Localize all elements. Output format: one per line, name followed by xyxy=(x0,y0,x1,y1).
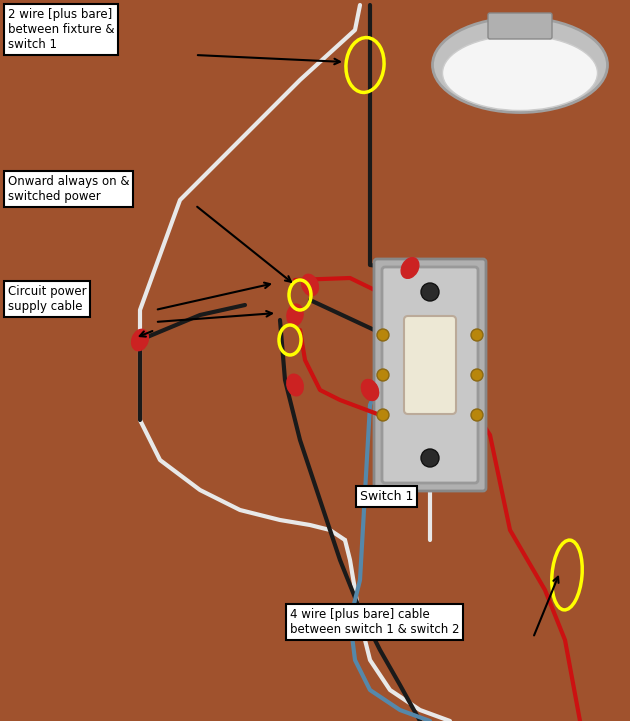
Ellipse shape xyxy=(302,274,318,296)
Circle shape xyxy=(421,283,439,301)
FancyBboxPatch shape xyxy=(374,259,486,491)
Circle shape xyxy=(471,409,483,421)
FancyBboxPatch shape xyxy=(382,267,478,483)
Text: Onward always on &
switched power: Onward always on & switched power xyxy=(8,175,130,203)
Circle shape xyxy=(377,329,389,341)
Ellipse shape xyxy=(362,379,379,401)
Circle shape xyxy=(471,369,483,381)
Text: Switch 1: Switch 1 xyxy=(360,490,413,503)
Ellipse shape xyxy=(442,35,597,110)
Circle shape xyxy=(377,369,389,381)
Circle shape xyxy=(377,409,389,421)
Ellipse shape xyxy=(287,374,303,396)
Ellipse shape xyxy=(287,304,303,326)
FancyBboxPatch shape xyxy=(488,13,552,39)
Circle shape xyxy=(421,449,439,467)
Text: 4 wire [plus bare] cable
between switch 1 & switch 2: 4 wire [plus bare] cable between switch … xyxy=(290,608,459,636)
Text: Circuit power
supply cable: Circuit power supply cable xyxy=(8,285,87,313)
Circle shape xyxy=(471,329,483,341)
Ellipse shape xyxy=(401,257,419,278)
Text: 2 wire [plus bare]
between fixture &
switch 1: 2 wire [plus bare] between fixture & swi… xyxy=(8,8,115,51)
FancyBboxPatch shape xyxy=(404,316,456,414)
Ellipse shape xyxy=(433,17,607,112)
Ellipse shape xyxy=(132,329,149,350)
